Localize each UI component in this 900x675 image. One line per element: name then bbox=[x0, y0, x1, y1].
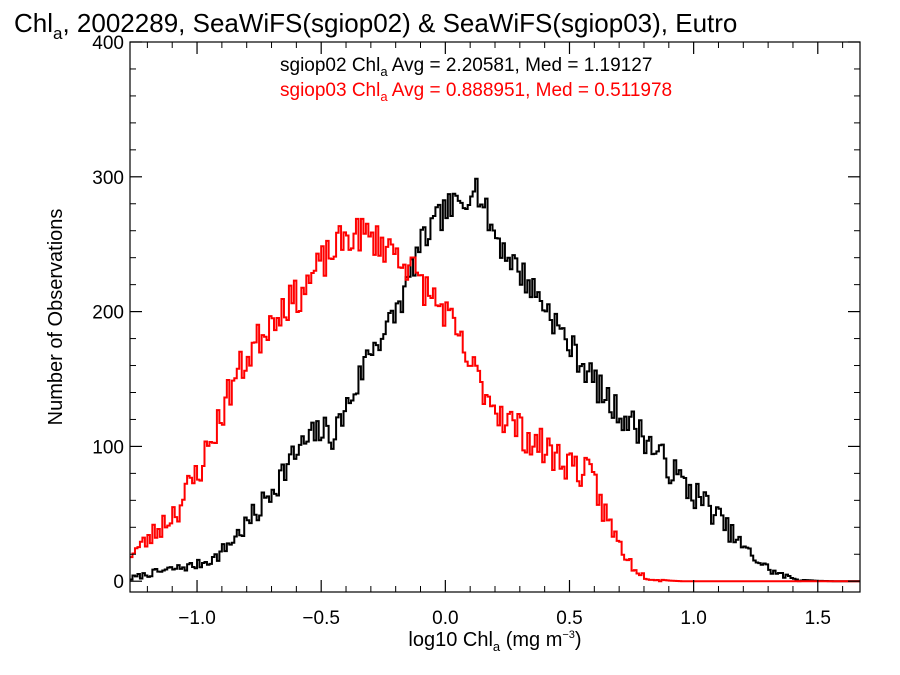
plot-frame bbox=[129, 41, 861, 593]
xlabel-superscript: −3 bbox=[562, 629, 575, 641]
series-layer bbox=[130, 177, 860, 583]
title-subscript: a bbox=[53, 24, 63, 43]
y-axis-label: Number of Observations bbox=[45, 209, 67, 426]
y-tick-label: 100 bbox=[92, 437, 124, 458]
xlabel-prefix: log10 Chl bbox=[408, 629, 493, 651]
series-1-line bbox=[130, 177, 860, 583]
series-2-line bbox=[130, 217, 860, 583]
annotation-series-2: sgiop03 Chla Avg = 0.888951, Med = 0.511… bbox=[280, 80, 672, 104]
tick-layer: −1.0 −0.5 0.0 0.5 1.0 1.5 0 100 200 300 400 bbox=[92, 33, 860, 629]
y-tick-label: 200 bbox=[92, 303, 124, 324]
x-axis-label: log10 Chla (mg m−3) bbox=[408, 629, 581, 654]
y-tick-label: 300 bbox=[92, 168, 124, 189]
annotation-series-1: sgiop02 Chla Avg = 2.20581, Med = 1.1912… bbox=[280, 55, 652, 79]
x-tick-label: −0.5 bbox=[302, 608, 340, 629]
xlabel-end: ) bbox=[575, 629, 582, 651]
y-tick-label: 400 bbox=[92, 33, 124, 54]
chart-title: Chla, 2002289, SeaWiFS(sgiop02) & SeaWiF… bbox=[14, 8, 737, 43]
ann2-prefix: sgiop03 Chl bbox=[280, 80, 380, 101]
xlabel-subscript: a bbox=[493, 639, 501, 654]
y-tick-label: 0 bbox=[113, 572, 124, 593]
x-tick-label: 0.5 bbox=[556, 608, 582, 629]
x-tick-label: 0.0 bbox=[432, 608, 458, 629]
xlabel-mid: (mg m bbox=[500, 629, 562, 651]
title-suffix: , 2002289, SeaWiFS(sgiop02) & SeaWiFS(sg… bbox=[62, 8, 737, 38]
ann2-suffix: Avg = 0.888951, Med = 0.511978 bbox=[388, 80, 673, 101]
ann1-prefix: sgiop02 Chl bbox=[280, 55, 380, 76]
x-tick-label: 1.0 bbox=[680, 608, 706, 629]
x-tick-label: −1.0 bbox=[178, 608, 216, 629]
title-prefix: Chl bbox=[14, 8, 53, 38]
ann1-suffix: Avg = 2.20581, Med = 1.19127 bbox=[388, 55, 653, 76]
ann2-subscript: a bbox=[380, 89, 388, 104]
x-tick-label: 1.5 bbox=[805, 608, 831, 629]
ann1-subscript: a bbox=[380, 64, 388, 79]
